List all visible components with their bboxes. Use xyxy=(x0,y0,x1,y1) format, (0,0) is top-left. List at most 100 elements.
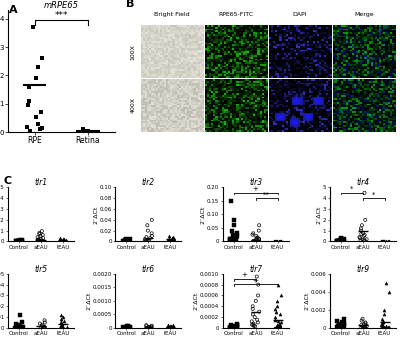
Point xyxy=(362,324,368,330)
Point xyxy=(358,228,364,233)
Point xyxy=(234,322,240,328)
Point xyxy=(250,306,256,312)
Point xyxy=(339,236,346,241)
Point xyxy=(250,239,256,244)
Point xyxy=(38,323,45,329)
Point xyxy=(274,322,280,327)
Y-axis label: 2⁻ΔCt: 2⁻ΔCt xyxy=(86,292,91,310)
Point xyxy=(228,325,235,331)
Point xyxy=(271,239,277,244)
Point xyxy=(16,324,23,330)
Text: Merge: Merge xyxy=(354,12,374,17)
Point xyxy=(39,56,45,61)
Point xyxy=(142,237,148,242)
Point xyxy=(362,320,368,325)
Point xyxy=(58,238,64,243)
Point xyxy=(58,320,64,325)
Point xyxy=(170,235,176,240)
Point xyxy=(80,127,86,133)
Point xyxy=(276,325,282,331)
Text: A: A xyxy=(9,5,18,15)
Point xyxy=(167,237,173,242)
Point xyxy=(254,317,260,322)
Point xyxy=(61,238,68,244)
Point xyxy=(385,325,392,330)
Point xyxy=(248,319,255,324)
Point xyxy=(272,325,279,330)
Point xyxy=(145,324,152,330)
Point xyxy=(278,293,284,298)
Point xyxy=(26,98,32,104)
Y-axis label: 2⁻ΔCt: 2⁻ΔCt xyxy=(93,205,98,224)
Point xyxy=(35,121,41,126)
Title: mRPE65: mRPE65 xyxy=(44,1,79,10)
Point xyxy=(60,314,66,320)
Point xyxy=(24,103,31,108)
Point xyxy=(230,232,236,237)
Point xyxy=(378,239,385,244)
Point xyxy=(82,128,88,133)
Point xyxy=(168,324,174,330)
Point xyxy=(124,325,130,330)
Point xyxy=(83,129,89,135)
Point xyxy=(82,129,88,134)
Text: Bright Field: Bright Field xyxy=(154,12,190,17)
Point xyxy=(361,190,368,195)
Point xyxy=(255,320,261,325)
Point xyxy=(59,239,65,244)
Text: RPE65-FITC: RPE65-FITC xyxy=(218,12,254,17)
Point xyxy=(228,238,235,244)
Point xyxy=(58,316,64,322)
Point xyxy=(234,321,240,326)
Point xyxy=(334,239,341,244)
Point xyxy=(339,320,345,325)
Point xyxy=(254,274,260,279)
Point xyxy=(16,239,22,244)
Point xyxy=(335,321,342,327)
Point xyxy=(37,233,44,239)
Point xyxy=(249,232,256,237)
Point xyxy=(58,322,64,327)
Text: +: + xyxy=(253,186,258,192)
Point xyxy=(341,237,348,242)
Y-axis label: 2⁻ΔCt: 2⁻ΔCt xyxy=(304,292,309,310)
Point xyxy=(256,237,262,242)
Point xyxy=(230,325,237,330)
Point xyxy=(360,316,366,321)
Point xyxy=(364,237,370,242)
Point xyxy=(233,235,239,240)
Point xyxy=(277,238,284,244)
Point xyxy=(227,325,234,331)
Point xyxy=(378,322,384,328)
Point xyxy=(226,325,233,331)
Y-axis label: 2⁻ΔCt: 2⁻ΔCt xyxy=(194,292,198,310)
Point xyxy=(169,236,175,241)
Point xyxy=(125,324,131,330)
Point xyxy=(252,323,258,329)
Point xyxy=(380,325,386,330)
Point xyxy=(164,325,170,330)
Point xyxy=(230,325,237,330)
Title: tlr5: tlr5 xyxy=(34,265,48,274)
Point xyxy=(226,236,233,241)
Point xyxy=(379,324,385,330)
Point xyxy=(380,312,387,317)
Point xyxy=(357,236,363,241)
Point xyxy=(253,233,260,239)
Point xyxy=(250,239,257,244)
Point xyxy=(34,237,41,242)
Point xyxy=(230,238,236,243)
Point xyxy=(230,236,237,241)
Point xyxy=(64,324,70,330)
Point xyxy=(249,322,255,327)
Title: tlr4: tlr4 xyxy=(356,178,370,187)
Point xyxy=(166,237,172,242)
Point xyxy=(57,238,63,244)
Point xyxy=(148,323,155,329)
Point xyxy=(41,318,48,323)
Point xyxy=(228,325,234,331)
Point xyxy=(232,324,238,330)
Point xyxy=(18,324,25,330)
Point xyxy=(39,228,45,234)
Point xyxy=(125,238,132,244)
